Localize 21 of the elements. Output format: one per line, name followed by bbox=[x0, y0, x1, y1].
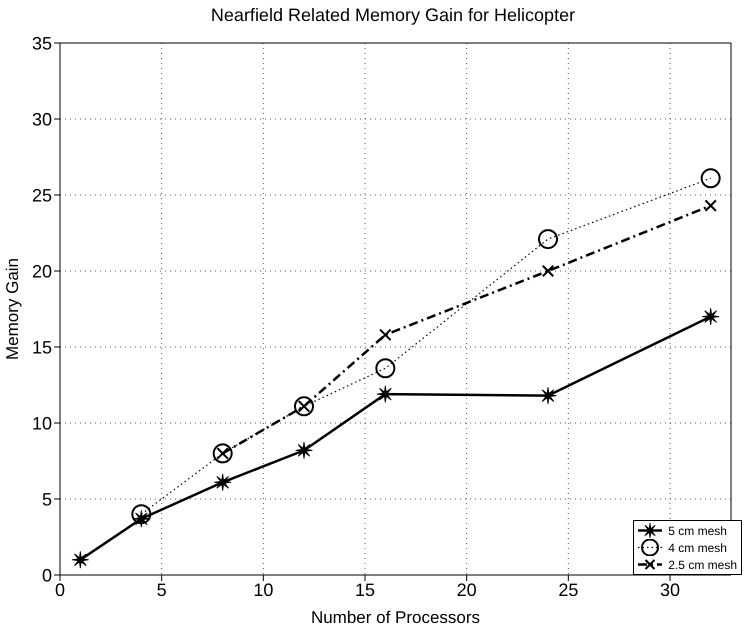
y-tick-label: 0 bbox=[42, 565, 52, 586]
x-tick-label: 15 bbox=[354, 580, 376, 600]
y-tick-label: 25 bbox=[32, 185, 52, 206]
x-tick-label: 5 bbox=[156, 580, 167, 600]
y-tick-label: 5 bbox=[42, 489, 52, 510]
x-tick-label: 10 bbox=[253, 580, 274, 600]
y-tick-label: 15 bbox=[32, 337, 52, 358]
y-axis-title: Memory Gain bbox=[3, 258, 22, 360]
x-tick-label: 25 bbox=[558, 580, 578, 600]
x-tick-label: 20 bbox=[456, 580, 477, 600]
x-axis-title: Number of Processors bbox=[310, 608, 480, 627]
y-tick-label: 20 bbox=[32, 261, 52, 282]
legend-label: 5 cm mesh bbox=[668, 524, 727, 538]
x-tick-label: 30 bbox=[660, 580, 680, 600]
y-tick-label: 35 bbox=[32, 33, 52, 54]
x-tick-label: 0 bbox=[54, 580, 66, 600]
legend-label: 4 cm mesh bbox=[668, 540, 727, 554]
y-tick-label: 10 bbox=[32, 413, 52, 434]
legend-label: 2.5 cm mesh bbox=[668, 558, 737, 572]
chart-title: Nearfield Related Memory Gain for Helicopter bbox=[210, 4, 576, 27]
y-tick-label: 30 bbox=[32, 109, 52, 130]
